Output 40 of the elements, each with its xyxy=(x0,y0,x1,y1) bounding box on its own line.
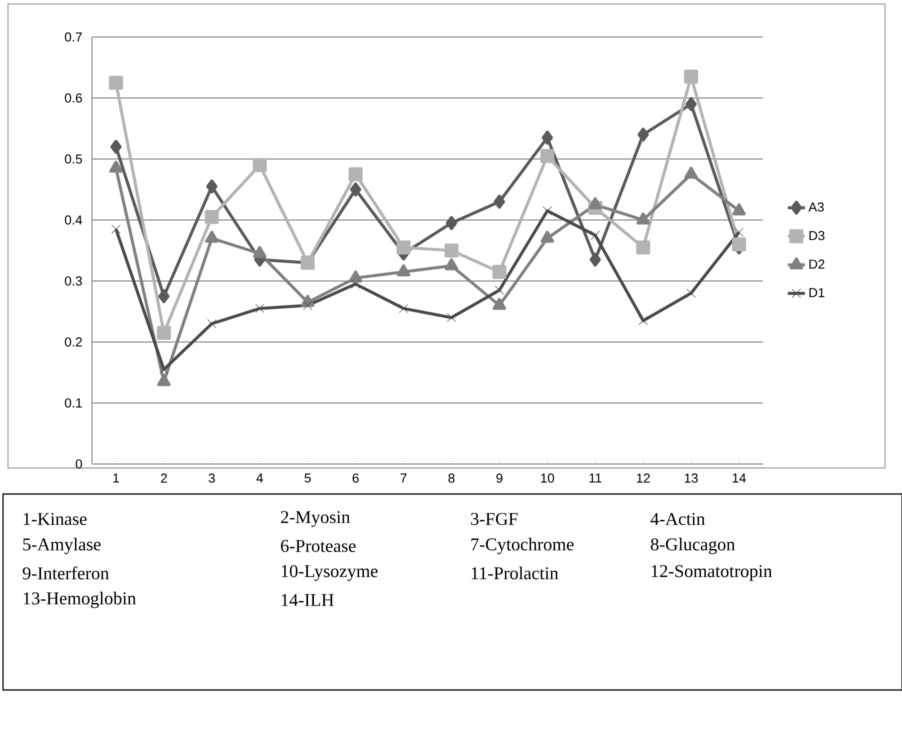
text: 5-Amylase xyxy=(23,538,101,554)
x-tick-label: 5 xyxy=(304,474,311,483)
text: 13-Hemoglobin xyxy=(24,592,136,608)
legend-label: D1 xyxy=(809,288,824,298)
y-tick-label: 0.4 xyxy=(64,215,82,225)
text: 9-Interferon xyxy=(22,566,109,580)
x-tick-label: 10 xyxy=(541,474,554,483)
text: 1-Kinase xyxy=(24,512,87,526)
x-tick-label: 12 xyxy=(636,474,650,483)
x-tick-label: 7 xyxy=(400,474,406,482)
x-tick-label: 9 xyxy=(496,474,502,483)
y-tick-label: 0.7 xyxy=(64,32,82,42)
y-tick-label: 0.2 xyxy=(64,337,82,347)
x-tick-label: 14 xyxy=(732,474,746,482)
legend-label: A3 xyxy=(808,202,824,212)
y-tick-label: 0.5 xyxy=(64,154,82,164)
x-tick-label: 11 xyxy=(589,474,602,482)
x-tick-label: 6 xyxy=(352,474,359,483)
x-tick-label: 3 xyxy=(208,474,215,483)
y-tick-label: 0.1 xyxy=(64,398,82,408)
x-tick-label: 4 xyxy=(256,474,263,482)
x-tick-label: 13 xyxy=(684,474,698,483)
x-tick-label: 1 xyxy=(113,474,119,482)
y-tick-label: 0.3 xyxy=(64,276,82,286)
text: 12-Somatotropin xyxy=(652,565,772,581)
text: 4-Actin xyxy=(650,512,705,526)
text: 8-Glucagon xyxy=(650,538,735,554)
text: 6-Protease xyxy=(280,540,356,552)
text: 10-Lysozyme xyxy=(282,565,378,581)
text: 14-ILH xyxy=(282,594,334,606)
y-tick-label: 0.6 xyxy=(64,93,82,103)
y-tick-label: 0 xyxy=(76,459,82,469)
x-tick-label: 8 xyxy=(448,474,455,483)
x-tick-label: 2 xyxy=(160,474,167,483)
text: 3-FGF xyxy=(471,512,518,526)
text: 7-Cytochrome xyxy=(471,538,574,554)
text: 2-Myosin xyxy=(280,511,350,527)
legend-label: D3 xyxy=(809,230,824,240)
text: 11-Prolactin xyxy=(472,566,558,580)
legend-label: D2 xyxy=(809,260,824,269)
